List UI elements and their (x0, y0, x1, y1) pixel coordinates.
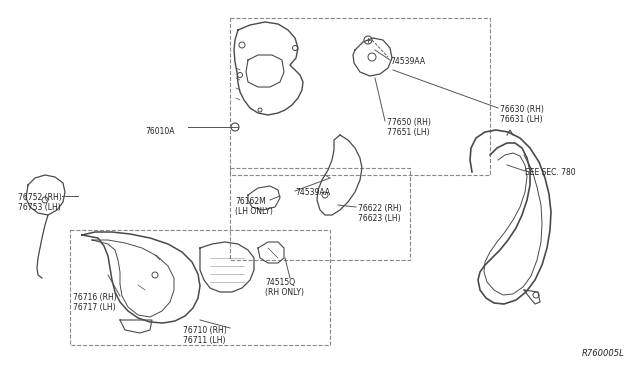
Text: 76622 (RH)
76623 (LH): 76622 (RH) 76623 (LH) (358, 204, 402, 224)
Text: 76716 (RH)
76717 (LH): 76716 (RH) 76717 (LH) (73, 293, 116, 312)
Bar (230, 168, 410, 260)
Text: 76010A: 76010A (145, 127, 175, 136)
Text: 76710 (RH)
76711 (LH): 76710 (RH) 76711 (LH) (183, 326, 227, 345)
Bar (230, 18, 490, 175)
Text: 74539AA: 74539AA (390, 57, 425, 66)
Text: 76630 (RH)
76631 (LH): 76630 (RH) 76631 (LH) (500, 105, 544, 124)
Text: 74539AA: 74539AA (295, 188, 330, 197)
Text: R760005L: R760005L (582, 349, 625, 358)
Text: 76752 (RH)
76753 (LH): 76752 (RH) 76753 (LH) (18, 193, 61, 212)
Bar (70, 230, 330, 345)
Text: SEE SEC. 780: SEE SEC. 780 (525, 168, 575, 177)
Text: 77650 (RH)
77651 (LH): 77650 (RH) 77651 (LH) (387, 118, 431, 137)
Text: 76162M
(LH ONLY): 76162M (LH ONLY) (235, 197, 273, 217)
Text: 74515Q
(RH ONLY): 74515Q (RH ONLY) (265, 278, 304, 297)
